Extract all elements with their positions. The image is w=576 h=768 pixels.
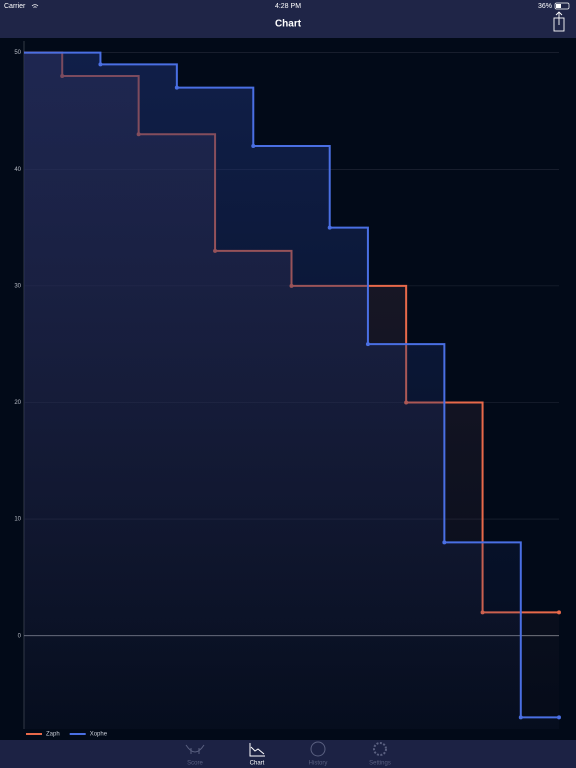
- tab-icon[interactable]: [373, 742, 387, 756]
- top-bar: [0, 0, 576, 38]
- tab-icon[interactable]: [249, 743, 265, 757]
- tab-item[interactable]: Chart: [249, 743, 265, 767]
- nav-title: Chart: [275, 19, 302, 30]
- y-tick-label: 10: [14, 517, 21, 523]
- y-tick-label: 20: [14, 400, 21, 406]
- data-point: [365, 342, 370, 347]
- tab-icon[interactable]: [310, 741, 326, 757]
- data-point: [98, 62, 103, 67]
- data-point: [174, 85, 179, 90]
- data-point: [327, 225, 332, 230]
- series-line: [24, 51, 559, 719]
- battery-icon: [554, 2, 570, 10]
- tab-label[interactable]: History: [309, 761, 328, 767]
- y-tick-label: 0: [18, 633, 22, 639]
- tab-item[interactable]: Score: [185, 744, 205, 767]
- data-point: [518, 715, 523, 720]
- y-tick-label: 50: [14, 50, 21, 56]
- data-point: [557, 715, 561, 720]
- tab-bar: [0, 740, 576, 768]
- tab-items: Score Chart History Settings: [185, 741, 391, 767]
- wifi-icon: [31, 4, 39, 8]
- area-fill: [24, 52, 559, 730]
- data-point: [557, 610, 561, 615]
- tab-item[interactable]: Settings: [369, 742, 391, 767]
- data-point: [251, 143, 256, 148]
- share-button[interactable]: [553, 11, 565, 32]
- time: 4:28 PM: [275, 3, 301, 10]
- share-arrow[interactable]: [555, 11, 563, 25]
- battery-text: 36%: [538, 3, 552, 10]
- tab-label[interactable]: Settings: [369, 761, 391, 767]
- legend-label: Zaph: [46, 732, 60, 738]
- tab-label[interactable]: Chart: [250, 761, 265, 767]
- battery-level: [556, 4, 561, 8]
- tab-icon[interactable]: [185, 744, 205, 754]
- tab-item[interactable]: History: [309, 741, 328, 767]
- legend-label: Xophe: [90, 732, 108, 738]
- chart: 0 10 20 30 40 50 Zaph Xophe: [14, 41, 561, 738]
- y-tick-label: 30: [14, 283, 21, 289]
- y-tick-label: 40: [14, 167, 21, 173]
- data-point: [442, 540, 447, 545]
- tab-label[interactable]: Score: [187, 761, 203, 767]
- carrier: Carrier: [4, 3, 26, 10]
